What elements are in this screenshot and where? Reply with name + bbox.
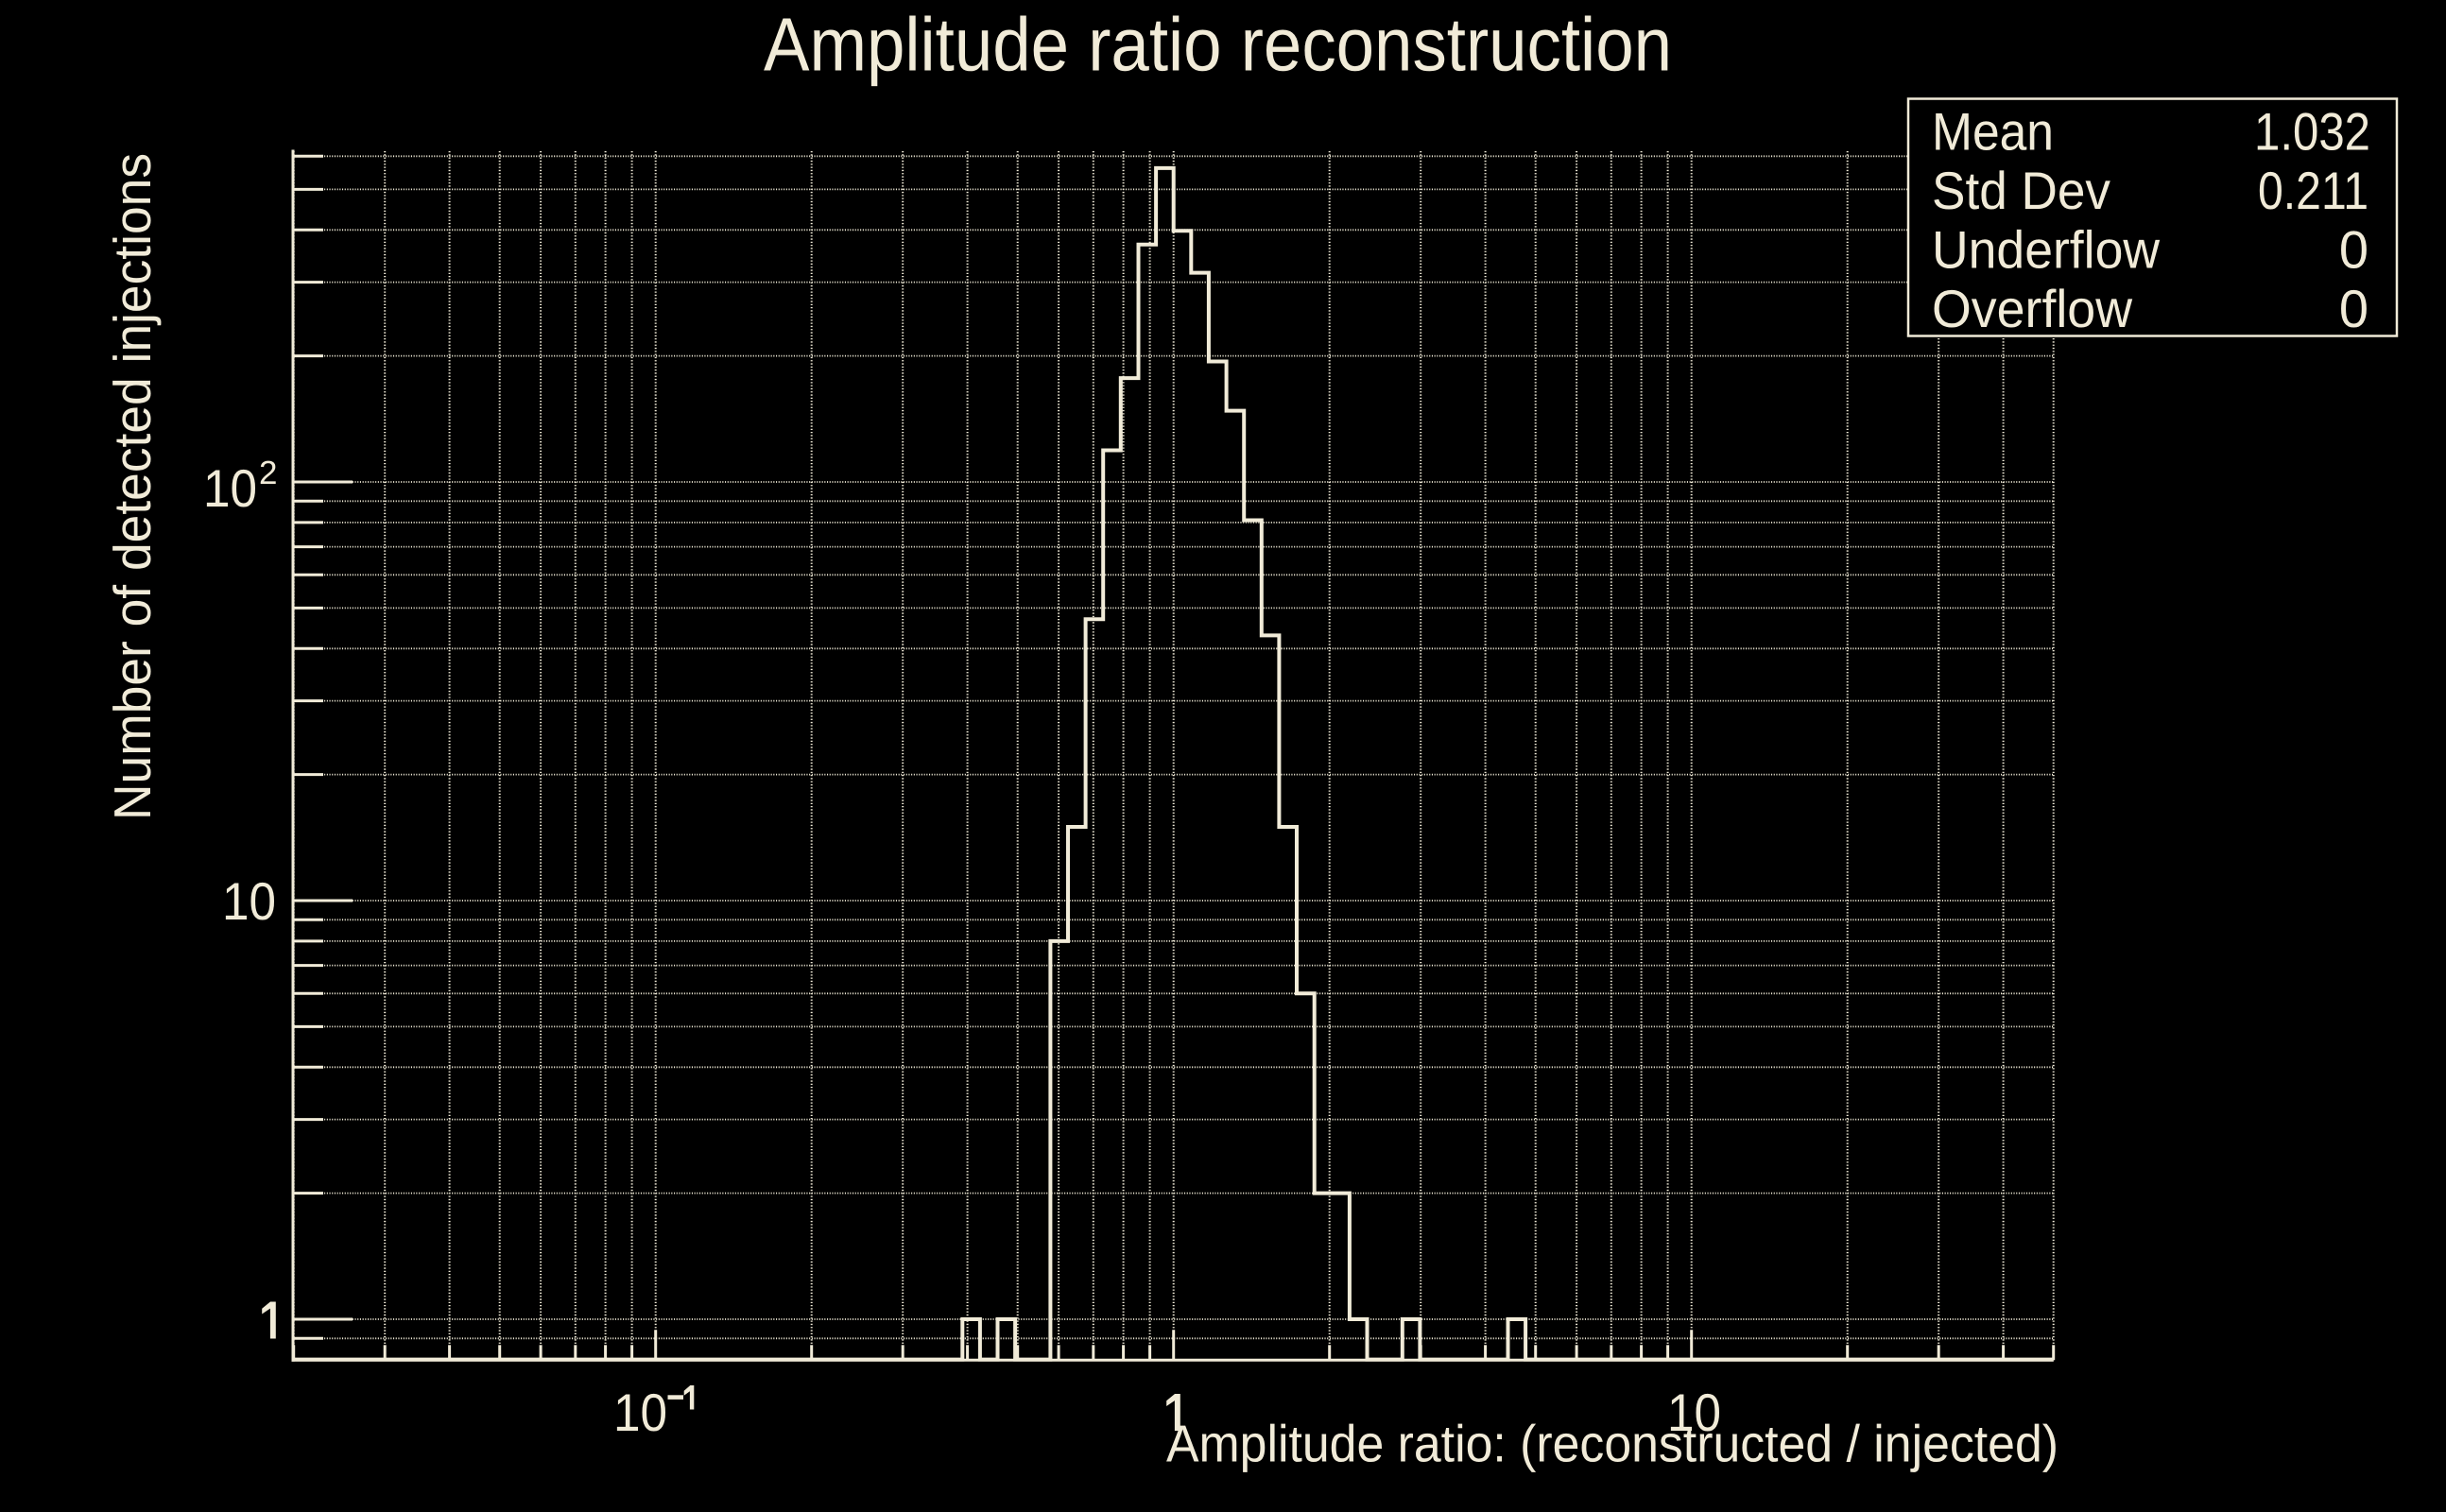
svg-text:Amplitude ratio reconstruction: Amplitude ratio reconstruction <box>764 3 1672 87</box>
svg-text:10: 10 <box>613 1383 667 1442</box>
svg-text:Underflow: Underflow <box>1932 220 2161 280</box>
svg-text:10: 10 <box>1667 1383 1721 1442</box>
svg-text:2: 2 <box>259 455 277 491</box>
svg-text:0: 0 <box>2339 220 2368 280</box>
svg-text:10: 10 <box>222 871 276 931</box>
svg-text:Overflow: Overflow <box>1932 279 2133 338</box>
svg-text:Mean: Mean <box>1932 102 2054 162</box>
svg-text:Number of detected injections: Number of detected injections <box>103 153 162 820</box>
svg-text:10: 10 <box>203 458 257 518</box>
svg-text:0: 0 <box>2339 279 2368 338</box>
svg-text:1.032: 1.032 <box>2254 102 2370 162</box>
svg-text:Amplitude ratio: (reconstructe: Amplitude ratio: (reconstructed / inject… <box>1166 1415 2058 1473</box>
svg-text:Std Dev: Std Dev <box>1932 161 2110 220</box>
svg-text:0.211: 0.211 <box>2258 161 2368 220</box>
